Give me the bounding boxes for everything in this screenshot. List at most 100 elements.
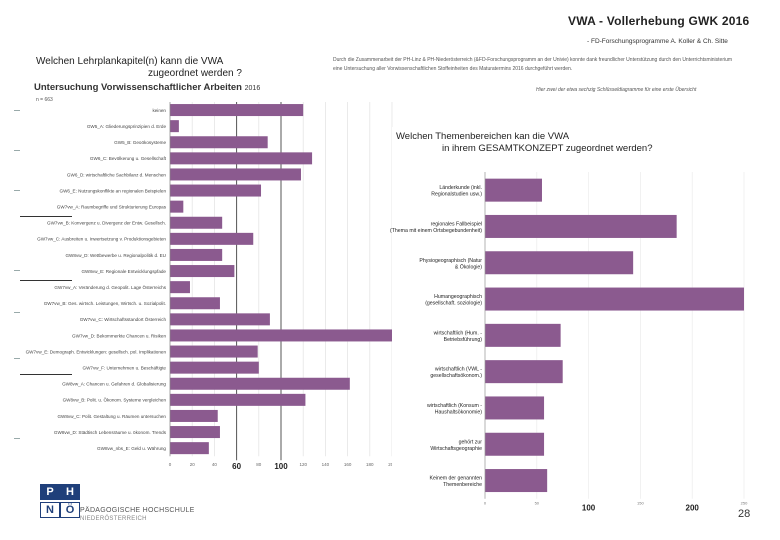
bar bbox=[170, 200, 184, 213]
sample-size-label: n = 663 bbox=[36, 97, 53, 103]
bar bbox=[170, 345, 258, 358]
category-label: GW7vw_A: Veränderung d. Geopolit. Lage Ö… bbox=[54, 284, 166, 290]
bar bbox=[170, 216, 223, 229]
x-tick-label: 160 bbox=[344, 462, 352, 467]
category-label: GW7vw_A: Raumbegriffe und Strukturierung… bbox=[57, 204, 167, 209]
page-number: 28 bbox=[738, 508, 751, 520]
category-label: GW8vw_D: Städtisch Lebensräume u. ökonom… bbox=[54, 430, 167, 435]
x-tick-label: 150 bbox=[637, 501, 644, 506]
category-label: GW7vw_B: Ges. wirtsch. Leistungen, Wirts… bbox=[44, 301, 166, 306]
category-label: Keinem der genannten Themenbereiche bbox=[430, 476, 483, 489]
x-tick-label: 200 bbox=[686, 504, 700, 513]
category-label: Humangeographisch (gesellschaft. soziolog… bbox=[425, 294, 482, 307]
category-label: Länderkunde (inkl. Regionalstudien usw.) bbox=[431, 185, 482, 198]
page-subtitle: - FD-Forschungsprogramme A. Koller & Ch.… bbox=[587, 38, 728, 45]
category-label: GW7vw_C: Wirtschaftsstandort Österreich bbox=[80, 316, 167, 322]
category-label: GW6_C: Bevölkerung u. Gesellschaft bbox=[90, 156, 167, 161]
category-label: GW5_A: Gliederungsprinzipien d. Erde bbox=[87, 124, 167, 129]
x-tick-label: 0 bbox=[169, 462, 172, 467]
section-heading-year: 2016 bbox=[244, 85, 261, 92]
bar bbox=[485, 178, 542, 202]
margin-line bbox=[14, 312, 20, 313]
bar bbox=[170, 426, 220, 439]
x-tick-label: 40 bbox=[212, 462, 218, 467]
bar bbox=[170, 120, 179, 133]
category-label: GW8vw_nbs_E: Geld u. Währung bbox=[97, 446, 166, 451]
bar bbox=[485, 214, 677, 238]
x-tick-label: 180 bbox=[366, 462, 374, 467]
bar bbox=[170, 313, 270, 326]
x-tick-label: 60 bbox=[232, 462, 241, 471]
section-heading-text: Untersuchung Vorwissenschaftlicher Arbei… bbox=[34, 82, 242, 93]
x-tick-label: 80 bbox=[256, 462, 262, 467]
category-label: GW8vw_E: Regionale Entwicklungspfade bbox=[81, 269, 166, 274]
category-label: wirtschaftlich (VWL -gesellschaftsökonom… bbox=[430, 367, 482, 380]
category-label: GW7vw_F: Unternehmen u. Beschäftigte bbox=[83, 365, 167, 370]
margin-line bbox=[14, 150, 20, 151]
category-label: keinen bbox=[152, 108, 166, 113]
x-tick-label: 100 bbox=[274, 462, 288, 471]
bar bbox=[170, 248, 223, 261]
margin-line bbox=[14, 438, 20, 439]
bar bbox=[170, 281, 190, 294]
margin-line bbox=[14, 358, 20, 359]
category-label: GW6_E: Nutzungskonflikte an regionalen B… bbox=[60, 188, 167, 193]
left-chart-question: Welchen Lehrplankapitel(n) kann die VWA … bbox=[36, 56, 242, 80]
category-label: GW7vw_E: Demograph. Entwicklungen: gesel… bbox=[26, 349, 167, 354]
category-label: wirtschaftlich (Konsum -Haushaltsökonomi… bbox=[427, 403, 482, 416]
category-label: GW8vw_A: Chancen u. Gefahren d. Globalis… bbox=[62, 382, 166, 387]
right-question-line1: Welchen Themenbereichen kan die VWA bbox=[396, 131, 570, 142]
right-chart-question: Welchen Themenbereichen kan die VWA in i… bbox=[396, 131, 653, 155]
bar bbox=[170, 184, 262, 197]
category-label: GW5_B: Geoökosysteme bbox=[114, 140, 166, 145]
category-label: regionales Fallbeispiel (Thema mit einem … bbox=[390, 221, 482, 234]
bar bbox=[485, 323, 561, 347]
category-label: GW6_D: wirtschaftliche Sachbilanz d. Men… bbox=[67, 172, 167, 177]
bar bbox=[485, 469, 548, 493]
bar bbox=[170, 152, 313, 165]
margin-line bbox=[14, 190, 20, 191]
bar bbox=[485, 251, 634, 275]
bar bbox=[170, 136, 268, 149]
margin-line bbox=[20, 280, 72, 281]
left-question-line2: zugeordnet werden ? bbox=[148, 68, 242, 79]
description-italic: Hier zwei der etwa sechzig Schlüsseldiag… bbox=[536, 87, 697, 93]
category-label: GW7vw_D: Bekommerkte Chancen u. Risiken bbox=[72, 333, 166, 338]
bar bbox=[170, 265, 235, 278]
margin-line bbox=[20, 216, 72, 217]
bar bbox=[485, 432, 545, 456]
bar bbox=[485, 287, 744, 311]
bar bbox=[170, 104, 304, 117]
bar bbox=[170, 361, 259, 374]
x-tick-label: 20 bbox=[190, 462, 196, 467]
x-tick-label: 140 bbox=[322, 462, 330, 467]
category-label: wirtschaftlich (Hum. -Betriebsführung) bbox=[434, 330, 483, 343]
margin-line bbox=[20, 374, 72, 375]
bar bbox=[485, 396, 545, 420]
bar bbox=[170, 168, 301, 181]
category-label: GW7vw_B: Konvergenz u. Divergenz der Ent… bbox=[47, 221, 166, 226]
bar bbox=[170, 297, 220, 310]
logo-letter-oe: Ö bbox=[60, 502, 80, 518]
page-title: VWA - Vollerhebung GWK 2016 bbox=[568, 14, 750, 28]
x-tick-label: 50 bbox=[535, 501, 540, 506]
category-label: gehört zur Wirtschaftsgeographie bbox=[430, 439, 482, 452]
bar bbox=[170, 329, 392, 342]
bar bbox=[485, 360, 563, 384]
section-heading: Untersuchung Vorwissenschaftlicher Arbei… bbox=[34, 82, 260, 93]
x-tick-label: 0 bbox=[484, 501, 487, 506]
bar bbox=[170, 409, 218, 422]
bar bbox=[170, 377, 350, 390]
institution-sub: NIEDERÖSTERREICH bbox=[80, 516, 147, 522]
category-label: GW7vw_C: Ausbreiten u. Inwertsetzung v. … bbox=[37, 237, 166, 242]
x-tick-label: 100 bbox=[582, 504, 596, 513]
logo-letter-n: N bbox=[40, 502, 60, 518]
category-label: GW8vw_C: Polit. Gestaltung u. Räumen unt… bbox=[57, 414, 166, 419]
right-question-line2: in ihrem GESAMTKONZEPT zugeordnet werden… bbox=[442, 143, 653, 154]
bar bbox=[170, 393, 306, 406]
description-text: Durch die Zusammenarbeit der PH-Linz & P… bbox=[333, 57, 733, 72]
left-question-line1: Welchen Lehrplankapitel(n) kann die VWA bbox=[36, 56, 224, 67]
x-tick-label: 120 bbox=[299, 462, 307, 467]
